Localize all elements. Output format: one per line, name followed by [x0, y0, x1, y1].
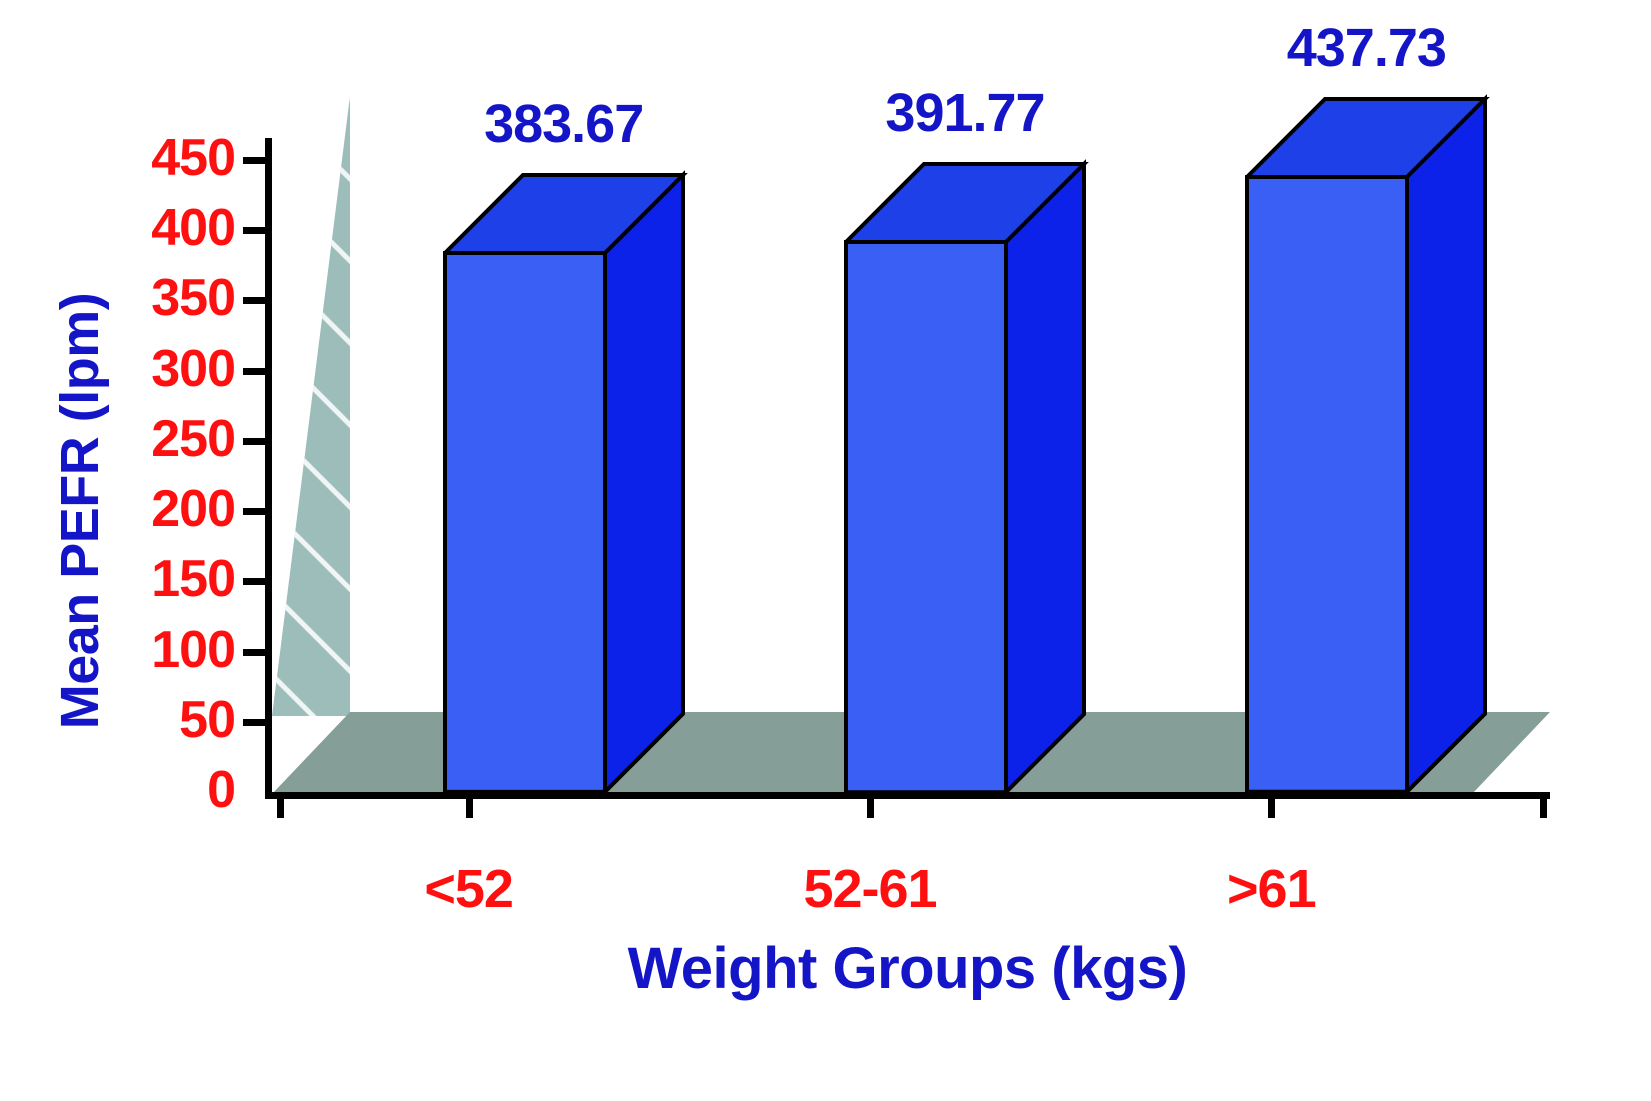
data-label-3: 437.73 [1286, 18, 1447, 79]
x-axis-category-label-1: <52 [424, 859, 514, 919]
y-axis-tick-mark [243, 367, 267, 375]
x-axis-tick-mark [277, 792, 284, 818]
y-axis-tick-label: 0 [207, 761, 236, 819]
y-axis-tick-label: 400 [151, 199, 236, 258]
bar-3[interactable] [1245, 94, 1491, 794]
data-label-2: 391.77 [885, 82, 1045, 143]
y-axis-tick-label: 450 [151, 129, 236, 187]
bar-side-face [604, 175, 683, 792]
y-axis-tick-mark [243, 157, 267, 164]
x-axis-category-label-2: 52-61 [803, 859, 937, 919]
bar-outline [844, 158, 1089, 794]
x-axis-tick-mark [1268, 792, 1275, 818]
bar-side-face [1407, 99, 1486, 792]
y-axis-tick-label: 200 [151, 480, 236, 539]
y-axis-tick-mark [243, 508, 267, 516]
y-axis-tick-mark [243, 578, 267, 586]
bar-1[interactable] [442, 170, 688, 794]
y-axis-tick-labels: 0 50 100 150 200 250 300 350 400 450 [105, 0, 236, 1101]
bar-side-face [1006, 163, 1084, 792]
y-axis-tick-label: 350 [151, 269, 236, 328]
y-axis-tick-label: 150 [151, 550, 236, 609]
bar-front-face [1247, 177, 1408, 792]
x-axis-tick-mark [466, 792, 473, 818]
y-axis-tick-mark [243, 648, 267, 656]
y-axis-tick-label: 300 [151, 339, 236, 398]
plot-back-wall [272, 96, 350, 716]
bar-front-face [846, 241, 1006, 792]
y-axis-tick-label: 100 [151, 620, 236, 679]
y-axis-tick-mark [243, 227, 267, 235]
x-axis-category-label-3: >61 [1227, 859, 1317, 919]
bar-2[interactable] [844, 158, 1089, 794]
y-axis-line [243, 138, 272, 798]
y-axis-tick-mark [243, 718, 267, 726]
bar-outline [1245, 94, 1491, 794]
y-axis-tick-mark [243, 297, 267, 305]
x-axis-line [265, 792, 1550, 818]
y-axis-title: Mean PEFR (lpm) [50, 292, 110, 730]
x-axis-tick-mark [1540, 792, 1547, 818]
y-axis-tick-mark [243, 437, 267, 445]
x-axis-title: Weight Groups (kgs) [627, 936, 1188, 1001]
data-label-1: 383.67 [484, 94, 644, 155]
bar-front-face [444, 253, 605, 792]
y-axis-tick-label: 250 [151, 409, 236, 468]
x-axis-tick-mark [867, 792, 874, 818]
y-axis-tick-label: 50 [179, 690, 236, 749]
bar-outline [442, 170, 688, 794]
